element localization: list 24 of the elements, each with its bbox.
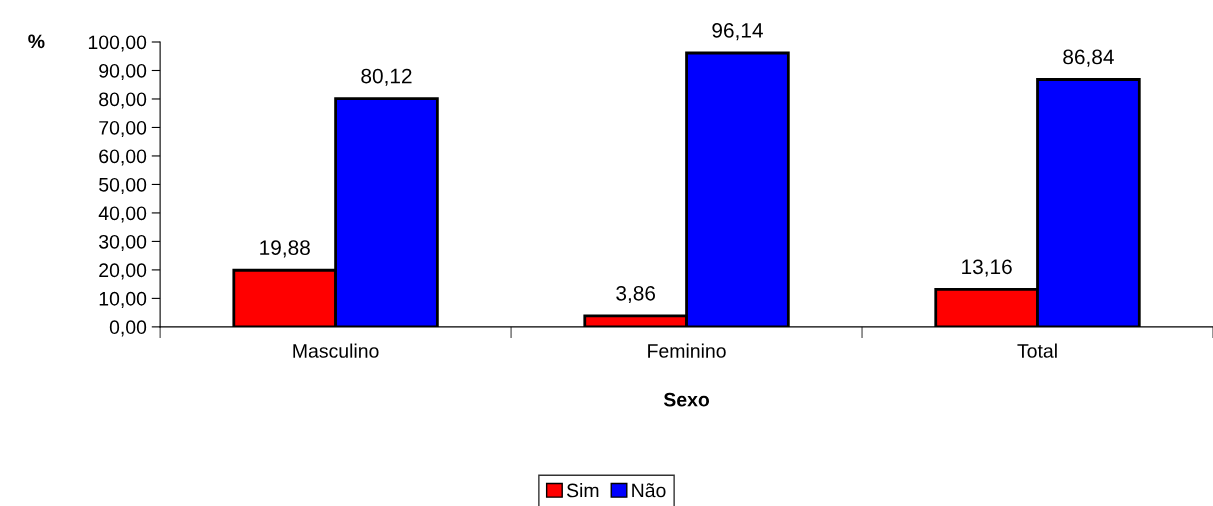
data-label: 13,16 [962, 259, 1012, 277]
y-tick-label: 60,00 [99, 149, 147, 166]
x-tick-label: Feminino [648, 343, 726, 358]
y-axis-title: % [28, 34, 45, 49]
y-tick-label: 30,00 [99, 234, 147, 251]
y-tick-label: 100,00 [88, 35, 147, 52]
data-label: 19,88 [260, 240, 310, 258]
y-tick-label: 40,00 [98, 206, 147, 223]
y-tick-label: 0,00 [109, 320, 147, 337]
y-tick-label: 90,00 [99, 63, 147, 81]
y-tick-label: 20,00 [99, 263, 147, 280]
y-tick-label: 10,00 [99, 291, 147, 308]
data-label: 86,84 [1063, 49, 1114, 67]
data-label: 96,14 [712, 23, 763, 41]
legend-label: Não [632, 483, 666, 498]
y-tick-label: 50,00 [99, 177, 147, 194]
x-tick-label: Masculino [293, 343, 379, 358]
y-tick-label: 80,00 [99, 92, 147, 109]
y-tick-label: 70,00 [99, 120, 147, 137]
x-tick-label: Total [1017, 343, 1057, 358]
x-axis-title: Sexo [663, 392, 710, 407]
data-label: 80,12 [361, 68, 412, 86]
legend-label: Sim [566, 483, 599, 498]
data-label: 3,86 [616, 285, 656, 304]
